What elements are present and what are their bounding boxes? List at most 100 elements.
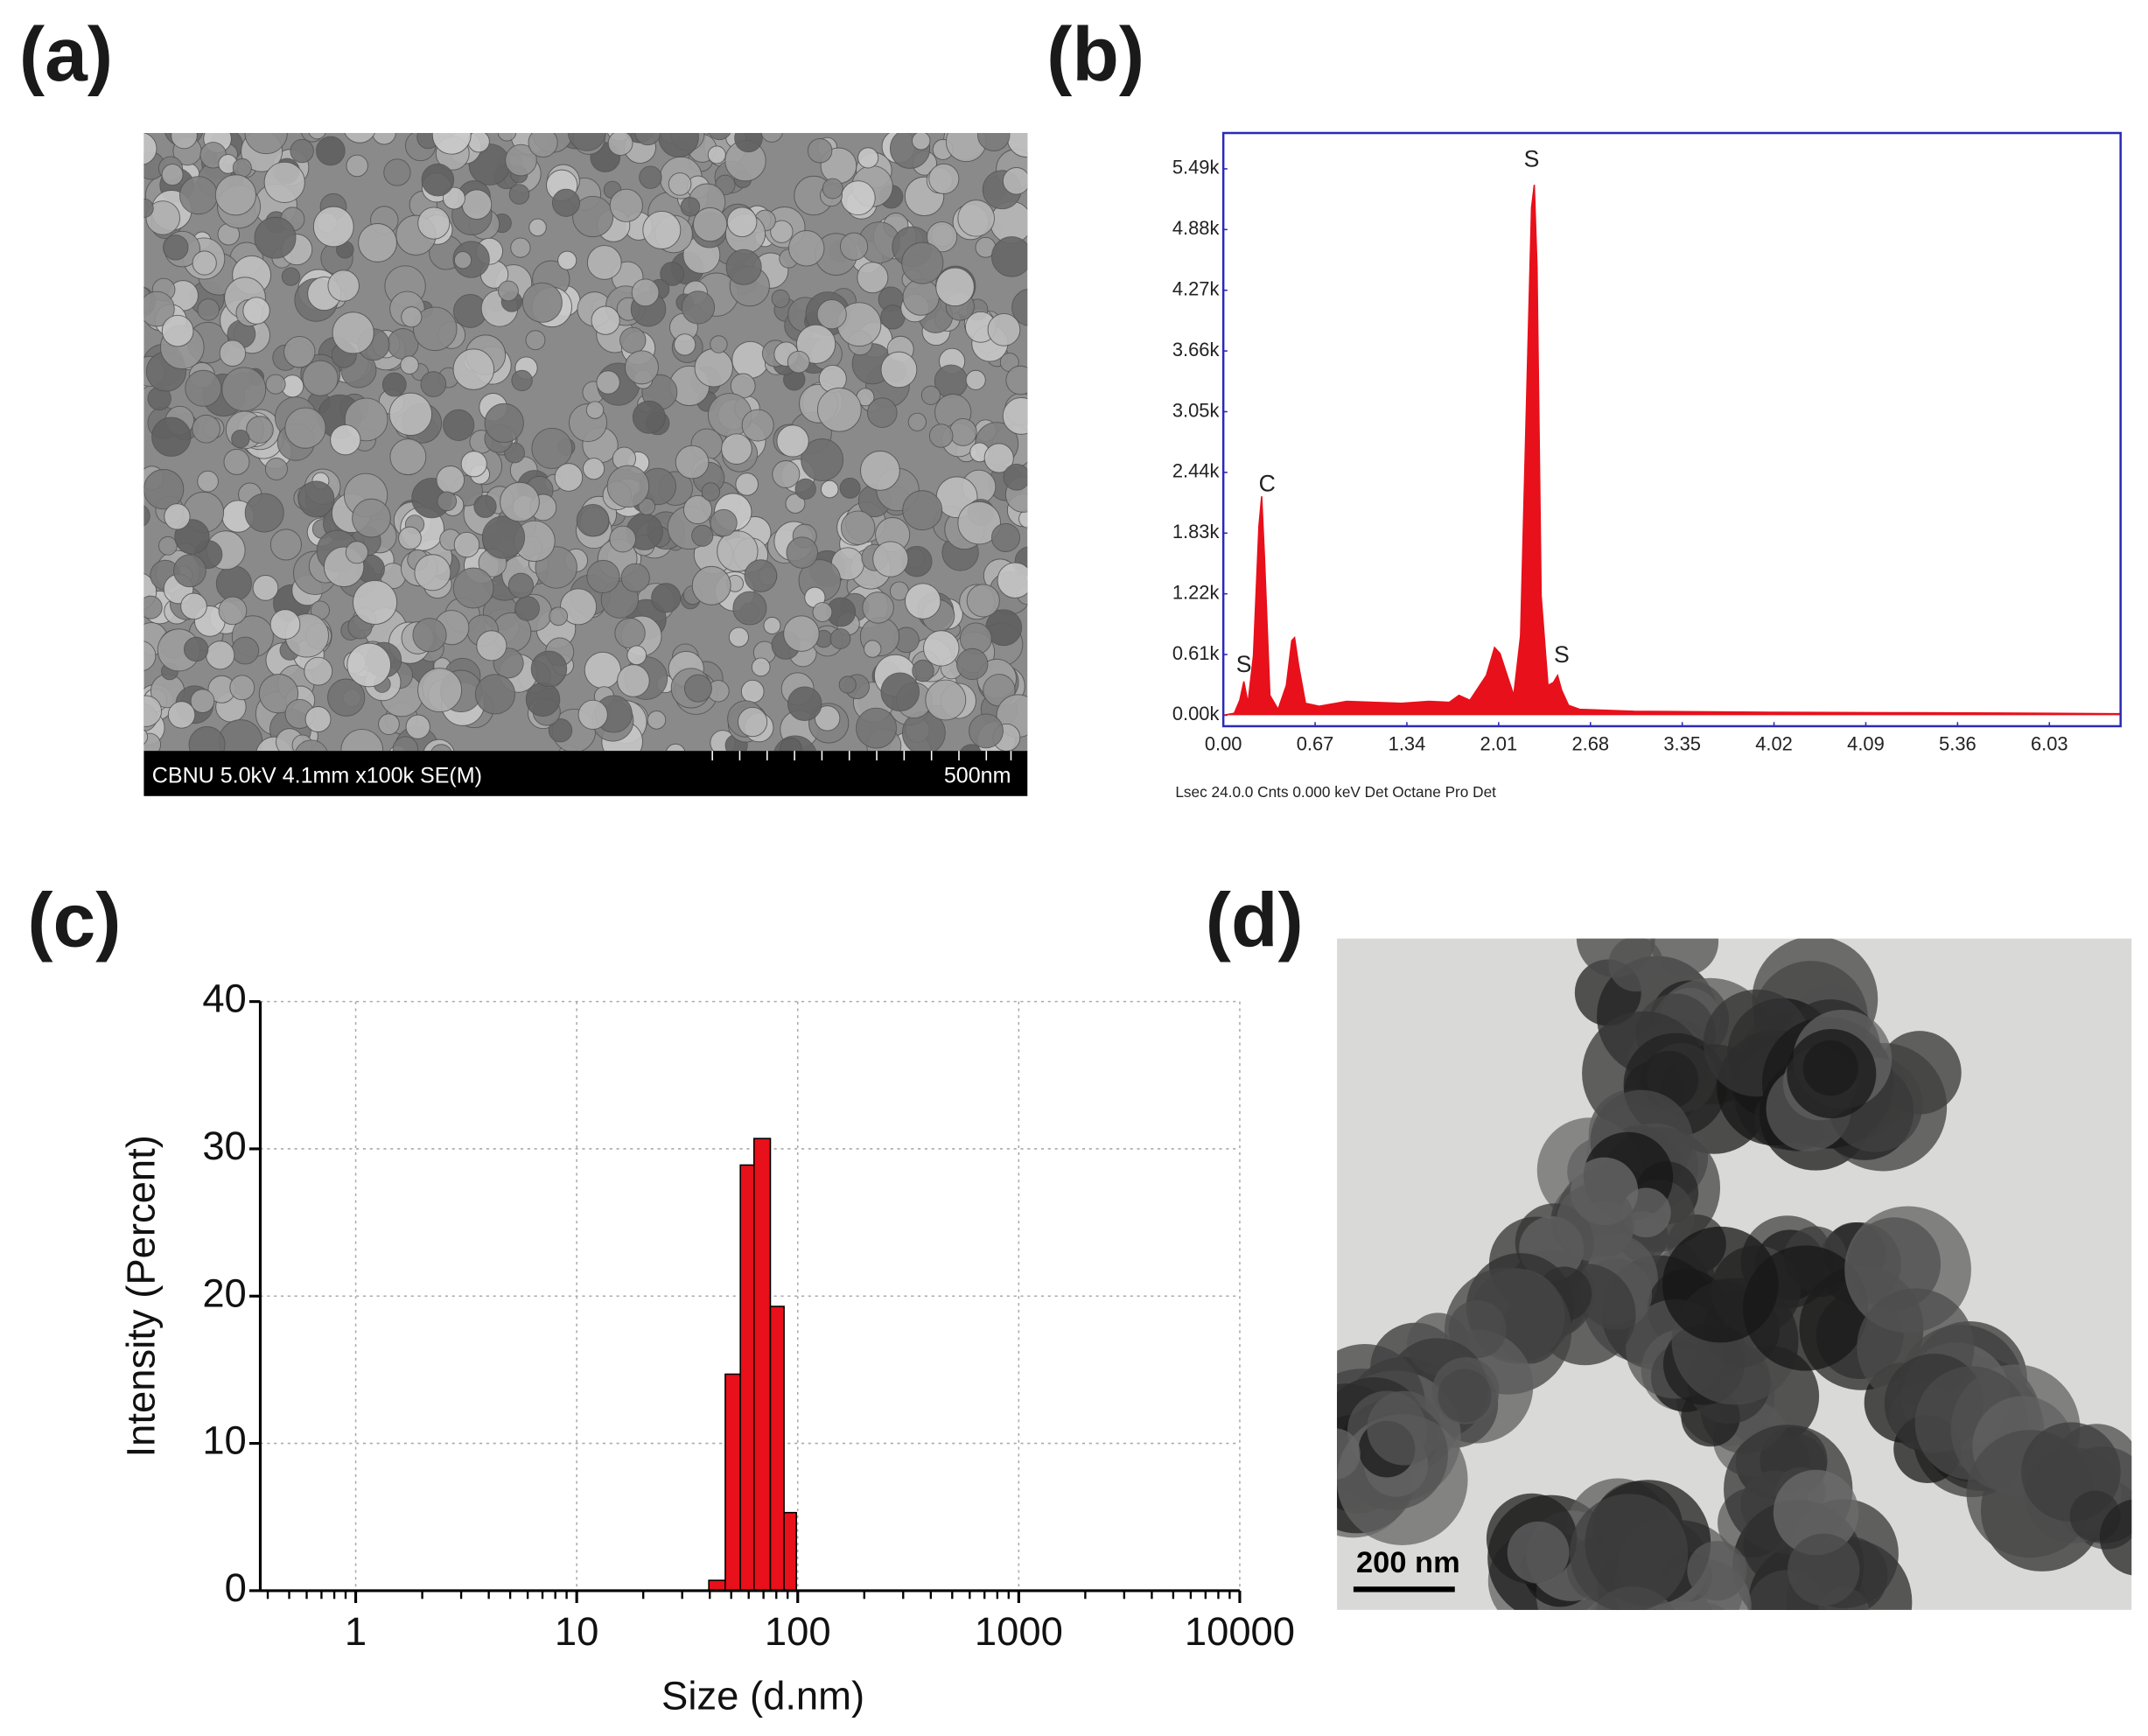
bar [752, 1138, 772, 1592]
grain [987, 312, 1021, 346]
grain [740, 679, 765, 704]
grain [308, 133, 326, 140]
particle [1787, 1029, 1877, 1119]
grain [206, 640, 235, 670]
grain [345, 541, 368, 564]
particle [1743, 1245, 1869, 1371]
grain [717, 530, 759, 572]
y-tick-label: 3.66k [1172, 339, 1220, 360]
panel-label: (b) [1046, 11, 1144, 97]
grain [969, 713, 1004, 749]
grain [372, 133, 396, 145]
grain [190, 689, 215, 714]
y-tick-label: 40 [202, 976, 247, 1021]
grain [143, 505, 150, 527]
area-fill [1223, 185, 2121, 716]
grain [751, 657, 771, 677]
grain [143, 469, 185, 510]
grain [263, 161, 305, 203]
grain [614, 617, 646, 649]
grain [786, 536, 818, 569]
grain [412, 618, 447, 653]
grain [619, 326, 647, 354]
y-tick-label: 20 [202, 1270, 247, 1315]
grain [215, 565, 252, 602]
grain [820, 480, 839, 499]
grain [794, 478, 816, 500]
grain [692, 206, 728, 242]
y-tick-label: 30 [202, 1124, 247, 1168]
y-tick-label: 0 [225, 1565, 247, 1610]
grain [839, 477, 861, 499]
grain [231, 636, 260, 665]
grain [783, 615, 820, 652]
grain [254, 216, 297, 259]
grain [161, 314, 194, 347]
grain [252, 575, 279, 601]
grain [421, 163, 455, 197]
grain [163, 234, 189, 261]
y-tick-label: 1.22k [1172, 581, 1220, 603]
grain [505, 144, 537, 177]
grain [244, 493, 284, 533]
grain [242, 297, 270, 325]
grain [760, 133, 783, 143]
grain [626, 645, 647, 666]
grain [780, 737, 802, 752]
grain [178, 176, 219, 215]
bar [769, 1306, 785, 1592]
grain [902, 278, 940, 316]
grain [807, 137, 833, 164]
grain [731, 340, 770, 379]
particle [1507, 1521, 1570, 1584]
grain [680, 197, 701, 217]
particle [1367, 1390, 1442, 1466]
grain [576, 504, 610, 537]
grain [728, 626, 749, 648]
image-overlays: CBNU 5.0kV 4.1mm x100k SE(M) 500nm 200 n… [143, 751, 1460, 1592]
grain [443, 409, 475, 441]
grain [927, 221, 958, 253]
panel-label: (c) [27, 878, 121, 963]
grain [143, 595, 163, 620]
x-tick-label: 1000 [975, 1609, 1063, 1654]
grain [880, 351, 918, 388]
grain [872, 541, 909, 578]
grain [151, 416, 192, 457]
grain [398, 526, 422, 550]
grain [983, 443, 1014, 473]
grain [771, 289, 790, 308]
grain [857, 147, 879, 169]
grain [920, 385, 941, 405]
grain [510, 237, 531, 258]
grain [990, 522, 1021, 552]
grain [231, 429, 250, 449]
x-tick-label: 1 [345, 1609, 367, 1654]
grain [548, 718, 573, 743]
grain [551, 188, 581, 217]
grain [443, 186, 465, 210]
particle [1685, 1602, 1725, 1610]
grain [901, 242, 944, 284]
grain [143, 198, 154, 218]
grain [392, 736, 419, 752]
grain [430, 744, 452, 752]
grain [381, 372, 407, 397]
grain [405, 714, 430, 739]
y-tick-label: 1.83k [1172, 521, 1220, 542]
grain [787, 686, 822, 721]
grain [862, 592, 894, 624]
bar [708, 1579, 726, 1592]
grain [957, 200, 995, 237]
grain [840, 180, 876, 216]
grain [188, 726, 226, 752]
grain [173, 554, 206, 588]
grain [965, 369, 986, 390]
grain [966, 584, 1000, 618]
grain [738, 706, 768, 738]
grain [295, 739, 328, 752]
footer: Lsec 24.0.0 Cnts 0.000 keV Det Octane Pr… [1175, 783, 1496, 801]
grain [420, 371, 447, 397]
grain [143, 133, 157, 165]
y-tick-label: 3.05k [1172, 399, 1220, 421]
